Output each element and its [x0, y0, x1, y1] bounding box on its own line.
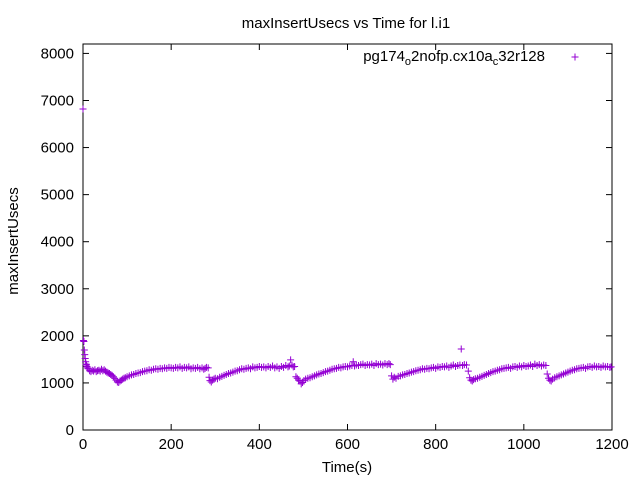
x-tick-label: 600: [335, 436, 360, 453]
y-tick-label: 6000: [41, 140, 74, 157]
y-tick-label: 4000: [41, 234, 74, 251]
x-tick-label: 1200: [595, 436, 628, 453]
data-point: [205, 373, 213, 381]
data-point: [607, 363, 615, 371]
x-tick-label: 0: [79, 436, 87, 453]
data-point: [287, 356, 295, 364]
data-point: [464, 367, 472, 375]
data-point: [204, 364, 212, 372]
data-point: [291, 362, 299, 370]
data-point: [385, 360, 393, 368]
y-tick-label: 7000: [41, 92, 74, 109]
y-tick-label: 0: [66, 422, 74, 439]
y-axis: 0 1000 2000 3000 4000 5000 6000 7000 8000: [41, 45, 612, 439]
legend-label: pg174o2nofp.cx10ac32r128: [363, 48, 545, 68]
chart-title: maxInsertUsecs vs Time for l.i1: [242, 15, 450, 32]
x-tick-label: 200: [159, 436, 184, 453]
data-point: [349, 358, 357, 366]
x-tick-label: 800: [423, 436, 448, 453]
data-point: [386, 361, 394, 369]
x-tick-label: 400: [247, 436, 272, 453]
data-point: [470, 376, 478, 384]
y-tick-label: 3000: [41, 281, 74, 298]
data-point: [457, 345, 465, 353]
x-axis: 0 200 400 600 800 1000 1200: [79, 44, 629, 453]
data-point: [463, 361, 471, 369]
y-tick-label: 2000: [41, 328, 74, 345]
data-point: [121, 374, 129, 382]
y-tick-label: 5000: [41, 187, 74, 204]
y-tick-label: 1000: [41, 375, 74, 392]
legend: pg174o2nofp.cx10ac32r128: [363, 48, 579, 68]
data-point: [300, 377, 308, 385]
legend-marker: [571, 53, 579, 61]
data-point: [390, 373, 398, 381]
data-point: [542, 362, 550, 370]
data-point: [543, 370, 551, 378]
x-tick-label: 1000: [507, 436, 540, 453]
x-axis-label: Time(s): [322, 459, 372, 476]
data-point: [79, 105, 87, 113]
data-point: [80, 338, 88, 346]
data-points: [79, 105, 615, 388]
y-tick-label: 8000: [41, 45, 74, 62]
y-axis-label: maxInsertUsecs: [5, 187, 22, 295]
